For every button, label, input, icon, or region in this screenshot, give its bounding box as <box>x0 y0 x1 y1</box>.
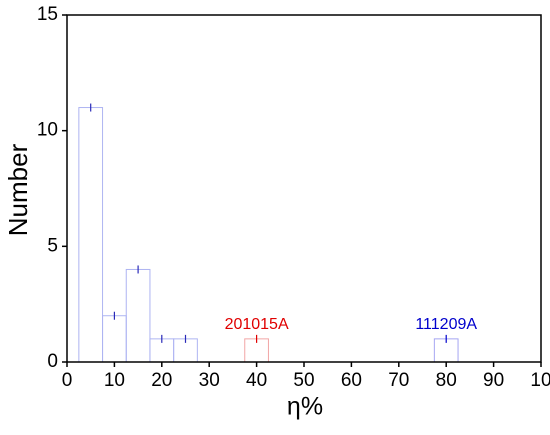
x-tick-label: 10 <box>530 370 550 391</box>
x-tick-label: 10 <box>104 370 125 391</box>
y-tick-label: 5 <box>47 235 58 256</box>
x-tick-label: 80 <box>436 370 457 391</box>
y-tick-label: 10 <box>37 120 58 141</box>
x-tick-label: 70 <box>388 370 409 391</box>
bar <box>102 315 127 363</box>
x-axis-label: η% <box>287 393 323 421</box>
annotation: 201015A <box>225 316 289 333</box>
y-axis-label: Number <box>3 143 33 236</box>
x-tick-label: 90 <box>483 370 504 391</box>
bar <box>125 268 151 363</box>
y-tick-label: 0 <box>47 351 58 372</box>
plot-frame <box>66 14 542 363</box>
x-tick-label: 60 <box>341 370 362 391</box>
x-tick-label: 30 <box>199 370 220 391</box>
y-tick-label: 15 <box>37 4 58 25</box>
x-tick-label: 0 <box>62 370 73 391</box>
x-tick-label: 40 <box>246 370 267 391</box>
bar <box>78 107 104 363</box>
x-tick-label: 20 <box>151 370 172 391</box>
x-tick-label: 50 <box>293 370 314 391</box>
annotation: 111209A <box>415 316 477 333</box>
